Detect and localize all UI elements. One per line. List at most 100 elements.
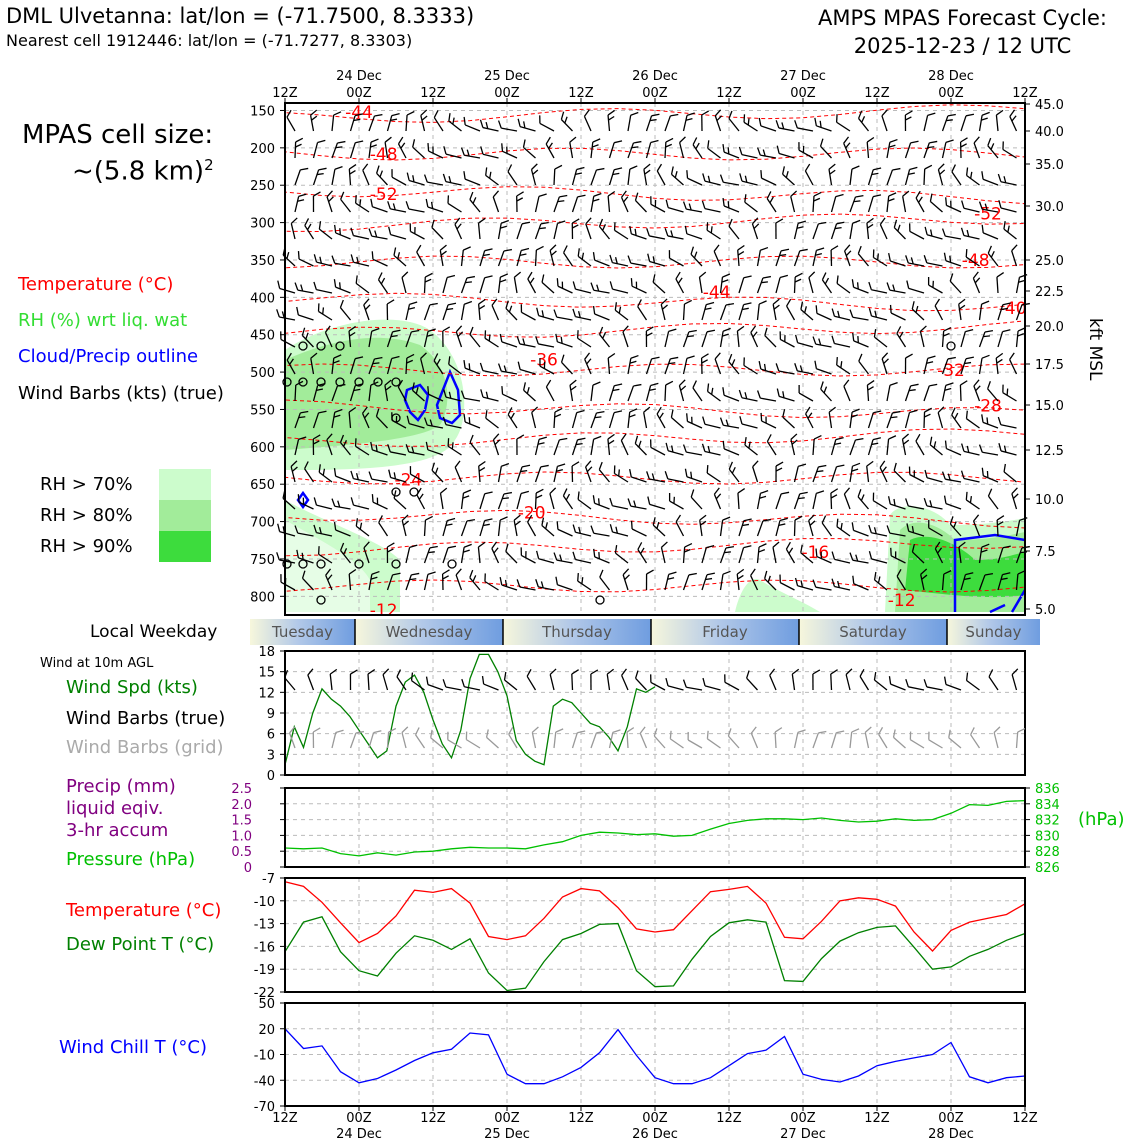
wind-barb-staff bbox=[890, 260, 906, 267]
wind-barb bbox=[368, 356, 383, 375]
wind-barb-staff bbox=[723, 151, 740, 159]
wind-barb-flag bbox=[799, 491, 808, 495]
wind-barb bbox=[997, 545, 1011, 564]
wind-barb bbox=[923, 497, 943, 510]
wind-barb-flag bbox=[886, 525, 891, 534]
wind-barb bbox=[350, 470, 370, 483]
wind-barb-flag bbox=[376, 497, 379, 505]
wind-barb bbox=[941, 326, 952, 348]
wind-barb-flag bbox=[889, 138, 898, 143]
wind-barb-staff bbox=[1015, 547, 1023, 564]
wind-barb-staff bbox=[594, 259, 610, 267]
wind-barb-flag bbox=[665, 380, 674, 386]
wind-barb-true bbox=[442, 679, 462, 691]
wind-barb-staff bbox=[737, 492, 740, 510]
wind-barb-staff bbox=[408, 422, 425, 429]
wind-barb-flag bbox=[592, 198, 600, 202]
wind-barb bbox=[781, 166, 795, 186]
wind-barb bbox=[973, 379, 981, 402]
wind-barb-flag bbox=[375, 444, 378, 452]
precip-tick-label: 1.5 bbox=[231, 814, 252, 829]
wind-barb-flag bbox=[359, 522, 363, 530]
wind-barb-flag bbox=[442, 569, 450, 575]
wind-barb-staff bbox=[390, 234, 407, 240]
wind-barb-flag bbox=[570, 385, 577, 391]
wind-barb-staff bbox=[348, 573, 352, 591]
wind-barb bbox=[405, 110, 415, 132]
wind-barb-flag bbox=[902, 433, 910, 440]
wind-barb bbox=[634, 435, 647, 456]
wind-barb bbox=[1002, 384, 1017, 402]
wind-barb-staff bbox=[469, 199, 481, 213]
wind-barb-staff bbox=[982, 178, 999, 186]
wind-barb bbox=[782, 409, 795, 429]
wind-barb-flag bbox=[830, 669, 838, 675]
wind-barb-flag bbox=[911, 526, 915, 533]
wind-barb bbox=[556, 521, 573, 537]
wind-barb-staff bbox=[741, 423, 758, 429]
wind-barb-staff bbox=[728, 468, 740, 483]
wind-barb bbox=[692, 380, 703, 402]
wind-barb bbox=[764, 327, 777, 348]
wind-barb-staff bbox=[890, 312, 906, 321]
wind-barb bbox=[376, 165, 388, 186]
wind-barb-flag bbox=[652, 517, 656, 526]
wind-barb-staff bbox=[849, 412, 853, 429]
wind-barb-staff bbox=[577, 255, 592, 267]
wind-barb-staff bbox=[972, 277, 981, 294]
wind-barb bbox=[549, 487, 557, 510]
legend-wind-speed: Wind Spd (kts) bbox=[66, 677, 198, 698]
wind-barb-flag bbox=[685, 118, 693, 121]
wind-barb-staff bbox=[727, 735, 740, 749]
wind-barb-flag bbox=[684, 542, 693, 548]
pressure-tick-label: 832 bbox=[1035, 814, 1060, 829]
precip-tick-label: 0.5 bbox=[231, 845, 252, 860]
wind-barb-staff bbox=[553, 223, 559, 240]
wind-barb-flag bbox=[973, 136, 980, 144]
wind-barb-flag bbox=[857, 245, 862, 254]
pressure-tick-label: 500 bbox=[250, 366, 275, 381]
wind-barb-staff bbox=[704, 450, 721, 456]
cloud-outline bbox=[435, 368, 462, 425]
wind-barb bbox=[923, 383, 938, 402]
wind-barb-flag bbox=[535, 579, 539, 588]
wind-barb-flag bbox=[706, 383, 710, 392]
wind-barb-flag bbox=[598, 218, 604, 227]
wind-barb-flag bbox=[949, 273, 954, 282]
wind-barb-flag bbox=[380, 277, 386, 285]
wind-barb-flag bbox=[505, 300, 509, 309]
wind-barb-staff bbox=[797, 342, 814, 348]
wind-barb-staff bbox=[723, 205, 740, 213]
wind-barb-staff bbox=[890, 503, 906, 510]
wind-barb bbox=[701, 572, 715, 591]
wind-barb-flag bbox=[932, 280, 934, 288]
wind-barb-staff bbox=[843, 493, 851, 510]
wind-barb-flag bbox=[943, 495, 947, 504]
wind-barb-staff bbox=[785, 548, 796, 564]
wind-barb-flag bbox=[429, 419, 433, 427]
wind-barb-grid bbox=[830, 730, 845, 749]
wind-barb-flag bbox=[883, 358, 889, 364]
wind-barb-flag bbox=[295, 137, 304, 143]
wind-barb-staff bbox=[298, 314, 314, 321]
wind-barb-flag bbox=[790, 190, 798, 197]
wind-barb-staff bbox=[760, 397, 777, 402]
wind-barb-staff bbox=[405, 357, 408, 375]
wind-barb-flag bbox=[427, 142, 430, 152]
wind-barb bbox=[479, 518, 493, 537]
wind-barb-staff bbox=[482, 369, 499, 375]
wind-barb-true bbox=[873, 671, 888, 691]
wind-barb-flag bbox=[339, 299, 344, 308]
wind-barb-flag bbox=[334, 408, 343, 413]
wind-barb-flag bbox=[791, 439, 798, 445]
wind-barb-flag bbox=[571, 218, 580, 224]
wind-barb-flag bbox=[491, 298, 498, 306]
wind-barb-flag bbox=[517, 361, 521, 370]
wind-barb bbox=[286, 352, 296, 375]
wind-barb-flag bbox=[798, 142, 800, 151]
wind-barb bbox=[941, 570, 952, 591]
wind-barb bbox=[577, 491, 592, 510]
wind-barb-grid bbox=[774, 727, 783, 749]
wind-barb-flag bbox=[497, 363, 502, 372]
wind-barb-flag bbox=[409, 578, 417, 581]
